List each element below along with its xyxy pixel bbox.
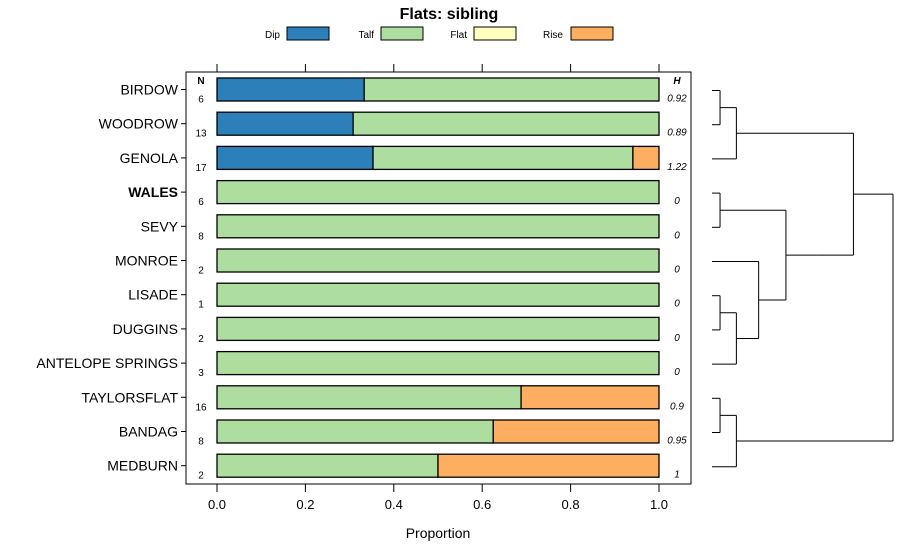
top-axis-ticks [216, 64, 660, 72]
h-value: 1 [674, 470, 680, 481]
legend-label-rise: Rise [543, 30, 563, 41]
n-value: 8 [198, 437, 204, 448]
legend-swatch-dip [286, 26, 330, 41]
category-label: ANTELOPE SPRINGS [36, 355, 178, 371]
legend-label-flat: Flat [450, 30, 467, 41]
category-label: SEVY [141, 218, 179, 234]
h-value: 0.92 [667, 94, 687, 105]
legend-item-flat: Flat [450, 26, 517, 41]
n-column-header: N [197, 76, 204, 87]
row-4: SEVY 8 0 [141, 214, 680, 242]
row-0: BIRDOW 6 0.92 [120, 77, 687, 106]
legend-swatch-rise [570, 26, 614, 41]
bar-segment-dip [216, 111, 354, 136]
row-2: GENOLA 17 1.22 [120, 145, 687, 174]
x-tick-label-4: 0.8 [562, 497, 580, 512]
category-label: WALES [128, 184, 178, 200]
bar-segment-talf [372, 145, 634, 171]
row-1: WOODROW 13 0.89 [99, 111, 687, 140]
n-value: 2 [198, 334, 204, 345]
category-label: DUGGINS [113, 321, 178, 337]
h-value: 0 [674, 230, 680, 241]
bar-segment-rise [492, 419, 660, 444]
bar-segment-talf [216, 350, 660, 376]
row-7: DUGGINS 2 0 [113, 316, 680, 345]
x-tick-label-5: 1.0 [650, 497, 668, 512]
bar-segment-talf [216, 419, 494, 444]
category-label: BIRDOW [120, 82, 178, 98]
n-value: 2 [198, 266, 204, 277]
h-value: 0 [674, 196, 680, 207]
n-value: 3 [198, 368, 204, 379]
n-value: 6 [198, 197, 204, 208]
h-column-header: H [673, 76, 681, 87]
bar-segment-rise [520, 385, 660, 410]
bar-segment-talf [363, 77, 660, 102]
h-value: 0 [674, 333, 680, 344]
category-label: LISADE [128, 287, 178, 303]
legend: Dip Talf Flat Rise [265, 26, 614, 41]
legend-item-rise: Rise [543, 26, 614, 41]
category-label: TAYLORSFLAT [82, 389, 179, 405]
row-8: ANTELOPE SPRINGS 3 0 [36, 350, 680, 379]
bar-segment-talf [216, 282, 660, 307]
n-value: 2 [198, 471, 204, 482]
bar-segment-talf [216, 453, 439, 478]
row-10: BANDAG 8 0.95 [119, 419, 687, 448]
x-tick-label-1: 0.2 [296, 497, 314, 512]
row-9: TAYLORSFLAT 16 0.9 [82, 385, 684, 413]
n-value: 8 [198, 231, 204, 242]
x-tick-label-0: 0.0 [208, 497, 226, 512]
bar-segment-talf [352, 111, 660, 136]
h-value: 0.9 [670, 401, 684, 412]
x-axis-title: Proportion [406, 525, 471, 541]
row-5: MONROE 2 0 [115, 248, 680, 277]
plot-frame [185, 71, 692, 485]
category-label: BANDAG [119, 424, 178, 440]
bar-segment-dip [216, 77, 365, 102]
bar-segment-talf [216, 385, 522, 410]
n-value: 1 [198, 300, 204, 311]
h-value: 0.95 [667, 436, 687, 447]
category-label: WOODROW [99, 116, 179, 132]
n-value: 6 [198, 95, 204, 106]
category-label: GENOLA [120, 150, 179, 166]
bar-segment-talf [216, 179, 660, 205]
h-value: 0 [674, 299, 680, 310]
legend-label-talf: Talf [358, 30, 374, 41]
x-tick-label-2: 0.4 [385, 497, 403, 512]
bar-segment-rise [632, 145, 660, 171]
legend-item-dip: Dip [265, 26, 330, 41]
legend-label-dip: Dip [265, 30, 280, 41]
legend-swatch-flat [473, 26, 517, 41]
n-value: 13 [195, 129, 207, 140]
h-value: 0.89 [667, 128, 687, 139]
bar-segment-talf [216, 248, 660, 273]
dendrogram [712, 90, 894, 468]
h-value: 0 [674, 265, 680, 276]
row-6: LISADE 1 0 [128, 282, 680, 311]
x-tick-label-3: 0.6 [473, 497, 491, 512]
category-label: MEDBURN [107, 458, 178, 474]
row-3: WALES 6 0 [128, 179, 680, 208]
x-axis: 0.0 0.2 0.4 0.6 0.8 1.0 [208, 484, 668, 512]
bar-segment-talf [216, 214, 660, 239]
h-value: 0 [674, 367, 680, 378]
n-value: 17 [195, 163, 207, 174]
h-value: 1.22 [667, 162, 687, 173]
bar-segment-rise [437, 453, 660, 478]
chart-title: Flats: sibling [400, 6, 499, 23]
row-11: MEDBURN 2 1 [107, 453, 680, 482]
legend-swatch-talf [380, 26, 424, 41]
legend-item-talf: Talf [358, 26, 424, 41]
n-value: 16 [195, 402, 207, 413]
bar-segment-talf [216, 316, 660, 342]
bar-segment-dip [216, 145, 374, 171]
category-label: MONROE [115, 253, 178, 269]
